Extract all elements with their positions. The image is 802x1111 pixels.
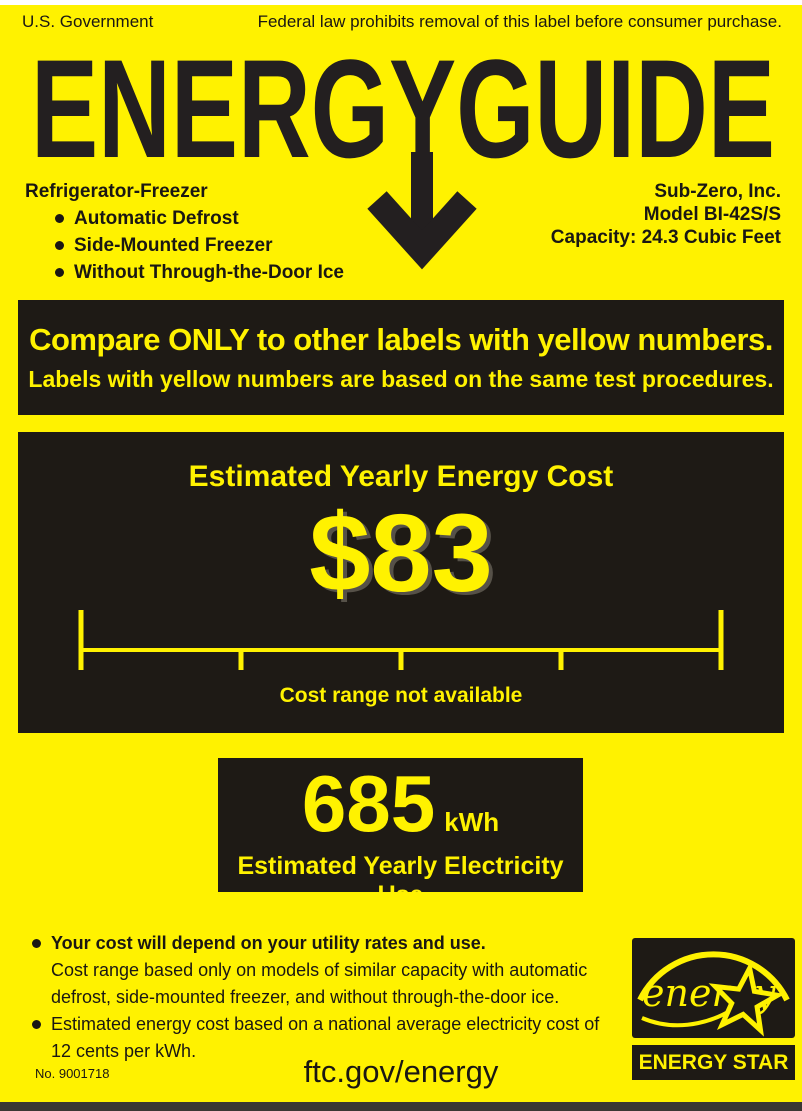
usage-value-row: 685 kWh — [218, 760, 583, 848]
energy-star-wordmark: ENERGY STAR — [632, 1045, 795, 1080]
bullet-icon — [55, 268, 64, 277]
manufacturer-info: Sub-Zero, Inc. Model BI-42S/S Capacity: … — [551, 180, 781, 249]
arc-shape — [637, 951, 790, 1002]
bullet-icon — [32, 939, 41, 948]
star-icon — [708, 960, 785, 1037]
model-number: Model BI-42S/S — [643, 204, 781, 225]
compare-banner: Compare ONLY to other labels with yellow… — [18, 300, 784, 415]
cost-title: Estimated Yearly Energy Cost — [188, 460, 614, 493]
energyguide-logo-text: ENERGYGUIDE — [31, 30, 775, 187]
federal-law-notice: Federal law prohibits removal of this la… — [257, 12, 782, 31]
usage-value: 685 — [301, 759, 436, 848]
energy-star-emblem: energy — [632, 938, 795, 1038]
energy-cost-panel: Estimated Yearly Energy Cost $83 Cost ra… — [18, 432, 784, 733]
product-category: Refrigerator-Freezer — [25, 181, 208, 202]
footnote-text: Your cost will depend on your utility ra… — [51, 933, 588, 1007]
down-arrow-icon — [367, 152, 477, 270]
bottom-strip — [0, 1102, 802, 1111]
product-info: Refrigerator-Freezer Automatic Defrost S… — [25, 178, 344, 286]
electricity-use-panel: 685 kWh Estimated Yearly Electricity Use — [218, 758, 583, 909]
bullet-icon — [55, 241, 64, 250]
compare-subline: Labels with yellow numbers are based on … — [28, 366, 774, 392]
footnotes: Your cost will depend on your utility ra… — [32, 930, 607, 1065]
bullet-icon — [55, 214, 64, 223]
bullet-icon — [32, 1020, 41, 1029]
footnote-text: Estimated energy cost based on a nationa… — [51, 1014, 600, 1061]
compare-headline: Compare ONLY to other labels with yellow… — [29, 322, 773, 357]
usage-unit: kWh — [444, 807, 500, 837]
us-government-text: U.S. Government — [22, 12, 154, 31]
label-number: No. 9001718 — [35, 1066, 110, 1081]
cost-range-scale — [78, 610, 724, 670]
footnote-item: Your cost will depend on your utility ra… — [32, 930, 607, 1011]
feature-item: Automatic Defrost — [25, 205, 344, 232]
manufacturer-name: Sub-Zero, Inc. — [654, 181, 781, 202]
feature-item: Side-Mounted Freezer — [25, 232, 344, 259]
feature-label: Side-Mounted Freezer — [74, 235, 273, 256]
capacity: Capacity: 24.3 Cubic Feet — [550, 227, 781, 248]
usage-label: Estimated Yearly Electricity Use — [237, 852, 564, 909]
footnote-item: Estimated energy cost based on a nationa… — [32, 1011, 607, 1065]
energyguide-logo: ENERGYGUIDE — [31, 30, 775, 187]
ftc-url: ftc.gov/energy — [303, 1054, 499, 1089]
energy-star-logo: energy ENERGY STAR — [632, 938, 795, 1082]
feature-label: Without Through-the-Door Ice — [74, 262, 344, 283]
cost-value: $83 — [309, 492, 493, 615]
cost-range-note: Cost range not available — [279, 684, 523, 707]
feature-label: Automatic Defrost — [74, 208, 239, 229]
feature-item: Without Through-the-Door Ice — [25, 259, 344, 286]
energy-star-graphic: energy — [637, 951, 790, 1037]
